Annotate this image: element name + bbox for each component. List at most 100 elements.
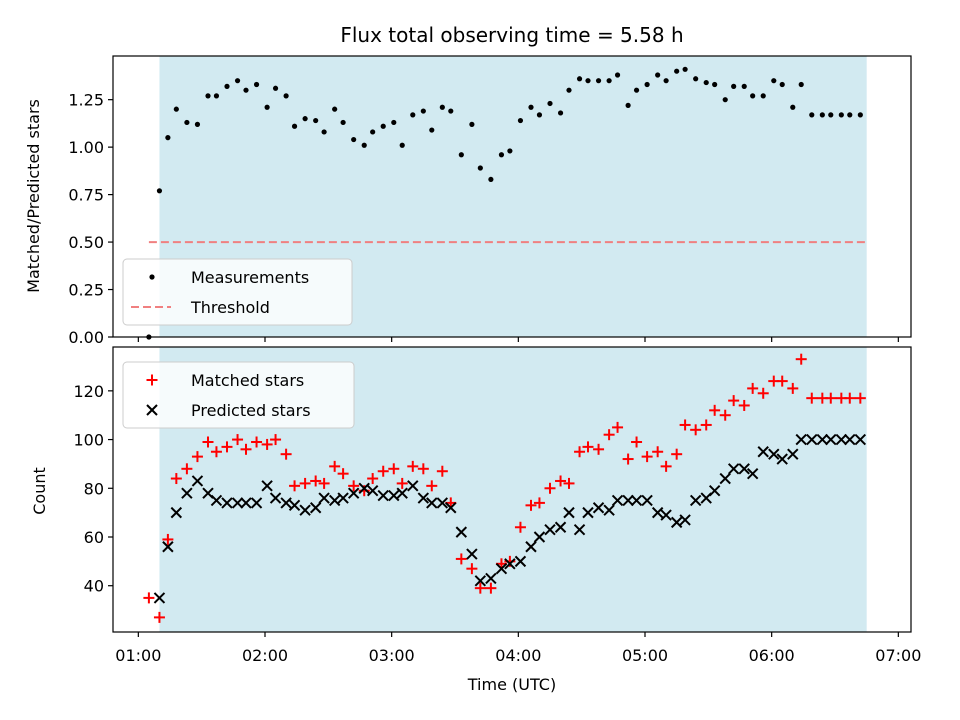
top-point [332, 106, 338, 112]
top-point [760, 93, 766, 99]
bottom-point [514, 521, 526, 533]
bottom-point [299, 504, 311, 516]
top-point [498, 152, 505, 158]
bottom-point [671, 448, 683, 460]
bottom-point [746, 467, 759, 480]
top-point [313, 117, 319, 124]
bottom-point [757, 387, 769, 399]
bottom-legend-label: Predicted stars [191, 401, 311, 420]
bottom-point [269, 492, 282, 504]
bottom-point [240, 497, 252, 509]
top-point [693, 76, 699, 82]
top-y-axis-label: Matched/Predicted stars [24, 99, 43, 293]
bottom-point [554, 521, 567, 533]
top-point [243, 87, 249, 93]
top-point [771, 78, 777, 84]
bottom-point [270, 434, 282, 446]
top-point [321, 129, 327, 135]
top-point [351, 136, 357, 143]
top-point [566, 87, 572, 93]
top-point [847, 112, 853, 118]
top-point [838, 112, 844, 118]
bottom-point [825, 433, 837, 446]
bottom-point [738, 399, 750, 411]
bottom-x-tick-label: 04:00 [495, 646, 541, 665]
top-point [399, 142, 405, 148]
bottom-point [162, 541, 174, 553]
top-point [614, 72, 621, 78]
bottom-point [202, 436, 214, 448]
top-point [429, 127, 435, 133]
bottom-point [328, 494, 341, 507]
x-axis-label: Time (UTC) [467, 675, 556, 694]
bottom-point [787, 382, 799, 394]
top-point [272, 85, 279, 91]
bottom-point [603, 429, 615, 441]
bottom-point [795, 353, 807, 365]
bottom-point [417, 463, 429, 475]
top-point [291, 123, 298, 129]
bottom-point [377, 465, 389, 477]
bottom-point [612, 421, 624, 433]
bottom-point [485, 582, 497, 594]
top-point [477, 165, 483, 171]
bottom-point [348, 480, 360, 492]
bottom-point [455, 526, 468, 538]
bottom-point [709, 404, 721, 416]
top-legend-box [122, 258, 353, 326]
top-point [264, 104, 270, 110]
bottom-point [396, 487, 408, 499]
top-point [469, 121, 475, 127]
bottom-point [337, 492, 349, 504]
bottom-point [738, 463, 750, 475]
bottom-point [727, 463, 740, 475]
bottom-axes-frame [112, 346, 912, 633]
bottom-point [611, 494, 624, 507]
bottom-point [299, 477, 311, 489]
bottom-point [670, 516, 683, 529]
bottom-point [466, 548, 478, 560]
bottom-point [563, 506, 575, 519]
top-point [857, 112, 863, 118]
bottom-point [388, 463, 400, 475]
top-point [165, 135, 171, 141]
bottom-point [221, 497, 233, 509]
bottom-point [652, 446, 664, 458]
bottom-point [603, 504, 615, 516]
top-axes-frame [112, 55, 912, 338]
bottom-point [251, 436, 263, 448]
top-point [302, 116, 308, 122]
bottom-point [474, 582, 486, 594]
bottom-y-tick-label: 100 [73, 431, 104, 450]
top-series-measurements [146, 66, 863, 340]
bottom-point [396, 477, 408, 489]
top-point [224, 83, 230, 89]
bottom-point [787, 448, 799, 460]
top-y-tick-label: 0.50 [68, 233, 104, 252]
bottom-point [250, 497, 263, 509]
bottom-point [622, 453, 634, 465]
bottom-point [337, 468, 349, 480]
top-point [703, 79, 709, 86]
bottom-point [660, 460, 672, 472]
top-point [517, 117, 524, 124]
bottom-point [495, 562, 508, 575]
top-panel: 0.00 0.25 0.50 0.75 1.00 1.25 Measurements Thre… [68, 55, 912, 347]
bottom-point [582, 441, 594, 453]
bottom-x-tick-label: 05:00 [622, 646, 668, 665]
bottom-point [631, 436, 643, 448]
bottom-point [407, 460, 419, 472]
bottom-point [544, 523, 556, 536]
top-point [779, 81, 785, 88]
top-point [439, 104, 445, 110]
top-point [173, 106, 179, 112]
bottom-point [153, 611, 165, 623]
top-point [663, 78, 669, 84]
bottom-point [768, 448, 780, 460]
bottom-point [377, 489, 389, 502]
bottom-point [417, 492, 430, 504]
top-point [458, 152, 464, 158]
bottom-point [582, 506, 594, 519]
bottom-point [630, 494, 643, 507]
